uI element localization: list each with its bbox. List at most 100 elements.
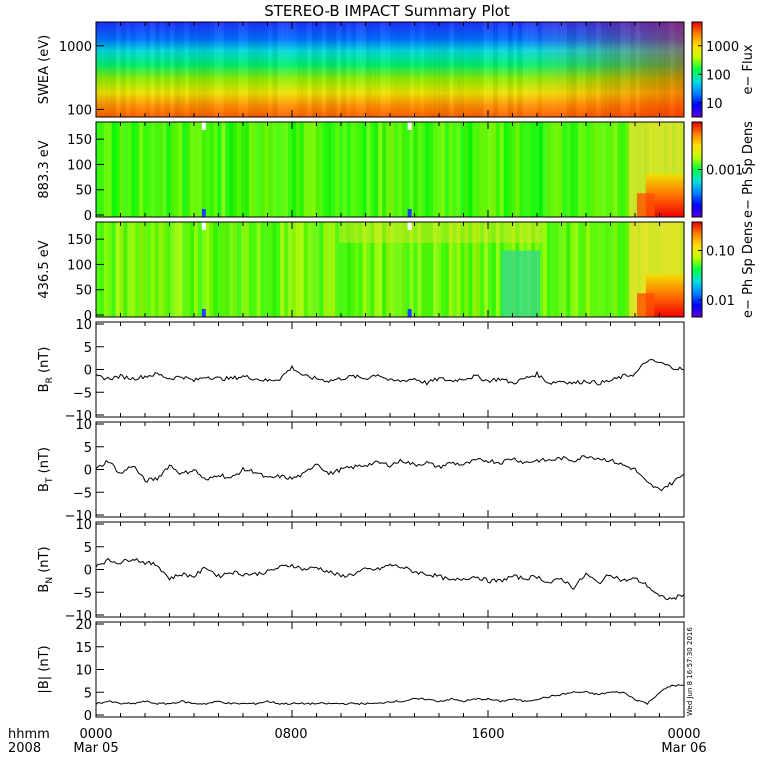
pad-warm-1-138 xyxy=(636,122,642,217)
pad-warm-2-138 xyxy=(636,222,642,317)
swea-column-72 xyxy=(448,22,455,117)
pad-column-1-11 xyxy=(139,122,144,217)
swea-column-61 xyxy=(394,22,401,117)
y-tick-label-1-1: 100 xyxy=(67,158,92,173)
pad-column-1-92 xyxy=(456,122,462,217)
pad-column-2-15 xyxy=(154,222,160,317)
pad-top-band-2-95 xyxy=(468,222,473,243)
y-tick-label-0-0: 1000 xyxy=(59,40,92,55)
pad-column-2-122 xyxy=(574,222,579,317)
swea-column-91 xyxy=(541,22,548,117)
pad-column-1-112 xyxy=(535,122,540,217)
pad-gap-top-2-0 xyxy=(201,222,206,230)
swea-column-49 xyxy=(336,22,342,117)
pad-column-1-32 xyxy=(221,122,226,217)
pad-column-1-55 xyxy=(311,122,317,217)
swea-column-97 xyxy=(571,22,577,117)
pad-column-1-61 xyxy=(335,122,340,217)
y-label-sub-4: T xyxy=(45,477,55,484)
pad-warm-2-140 xyxy=(644,222,650,317)
pad-column-1-115 xyxy=(546,122,552,217)
pad-gap-bottom-1-1 xyxy=(407,209,412,217)
pad-column-1-46 xyxy=(276,122,281,217)
pad-column-2-20 xyxy=(174,222,179,317)
pad-warm-1-139 xyxy=(640,122,646,217)
pad-column-2-43 xyxy=(264,222,270,317)
pad-top-band-2-98 xyxy=(480,222,485,243)
swea-column-12 xyxy=(154,22,161,117)
y-label-main-3: B xyxy=(37,383,52,392)
pad-column-1-35 xyxy=(233,122,238,217)
swea-column-37 xyxy=(277,22,283,117)
pad-hot-edge-2 xyxy=(636,293,655,317)
pad-column-2-49 xyxy=(288,222,293,317)
pad-column-2-86 xyxy=(433,222,438,317)
pad-column-1-63 xyxy=(342,122,348,217)
trace-5 xyxy=(95,557,685,601)
pad-top-band-2-74 xyxy=(386,222,391,243)
pad-top-band-2-80 xyxy=(409,222,415,243)
y-tick-label-3-0: 10 xyxy=(75,318,92,333)
pad-column-1-33 xyxy=(225,122,230,217)
pad-top-band-2-92 xyxy=(456,222,462,243)
pad-warm-1-145 xyxy=(664,122,669,217)
pad-cool-patch xyxy=(501,250,540,317)
pad-column-2-101 xyxy=(491,222,497,317)
pad-column-2-23 xyxy=(186,222,191,317)
y-tick-label-5-2: 0 xyxy=(84,564,92,579)
swea-column-80 xyxy=(488,22,494,117)
pad-top-band-2-83 xyxy=(421,222,426,243)
pad-column-2-66 xyxy=(354,222,360,317)
swea-column-79 xyxy=(483,22,489,117)
pad-column-1-119 xyxy=(562,122,567,217)
pad-column-2-28 xyxy=(205,222,211,317)
pad-top-band-2-99 xyxy=(484,222,489,243)
swea-column-33 xyxy=(257,22,264,117)
pad-column-1-104 xyxy=(503,122,509,217)
pad-top-band-2-82 xyxy=(417,222,422,243)
trace-3 xyxy=(95,358,685,386)
pad-top-band-2-63 xyxy=(342,222,348,243)
swea-column-93 xyxy=(551,22,558,117)
pad-column-1-8 xyxy=(127,122,132,217)
pad-top-band-2-93 xyxy=(460,222,466,243)
swea-column-117 xyxy=(669,22,674,117)
pad-column-1-4 xyxy=(111,122,117,217)
pad-gap-top-1-0 xyxy=(201,122,206,130)
pad-warm-1-136 xyxy=(629,122,634,217)
pad-column-1-45 xyxy=(272,122,277,217)
pad-column-1-87 xyxy=(437,122,442,217)
pad-column-2-64 xyxy=(346,222,352,317)
pad-column-1-9 xyxy=(131,122,136,217)
pad-column-1-0 xyxy=(96,122,101,217)
pad-column-1-91 xyxy=(452,122,458,217)
pad-column-1-72 xyxy=(378,122,383,217)
pad-column-2-127 xyxy=(593,222,599,317)
pad-column-2-131 xyxy=(609,222,615,317)
swea-column-22 xyxy=(203,22,210,117)
pad-column-1-114 xyxy=(542,122,548,217)
swea-column-62 xyxy=(399,22,406,117)
pad-column-2-39 xyxy=(248,222,254,317)
pad-top-band-2-62 xyxy=(339,222,344,243)
swea-column-98 xyxy=(576,22,581,117)
colorbar-tick-label-1-0: 0.001 xyxy=(706,164,743,179)
axis-frame-5 xyxy=(95,521,685,618)
y-axis-label-6: |B| (nT) xyxy=(37,645,52,693)
pad-column-2-78 xyxy=(401,222,407,317)
pad-column-2-29 xyxy=(209,222,215,317)
pad-column-1-67 xyxy=(358,122,364,217)
pad-top-band-2-111 xyxy=(531,222,536,243)
pad-column-2-48 xyxy=(284,222,289,317)
swea-column-59 xyxy=(385,22,390,117)
swea-column-39 xyxy=(287,22,293,117)
pad-column-2-21 xyxy=(178,222,183,317)
swea-column-28 xyxy=(233,22,239,117)
pad-column-2-98 xyxy=(480,222,485,317)
colorbar-label-0: e− Flux xyxy=(741,44,756,94)
y-tick-label-1-3: 0 xyxy=(84,209,92,224)
y-axis-label-0: SWEA (eV) xyxy=(37,35,52,104)
pad-column-2-36 xyxy=(237,222,242,317)
pad-column-2-128 xyxy=(597,222,603,317)
pad-column-2-113 xyxy=(538,222,544,317)
